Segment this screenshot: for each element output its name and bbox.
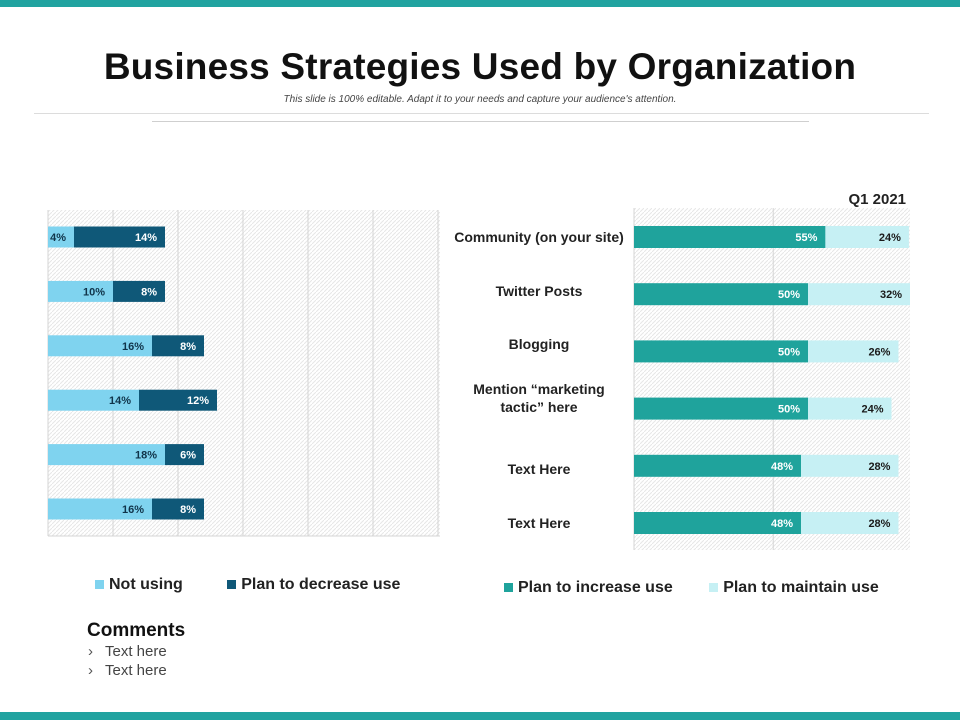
- bar-plan-increase: [634, 397, 808, 420]
- legend-swatch: [227, 580, 237, 590]
- bar-value-label: 14%: [135, 232, 157, 244]
- legend-item-plan-maintain: Plan to maintain use: [709, 579, 879, 596]
- bar-plan-increase: [634, 226, 826, 248]
- bar-value-label: 28%: [868, 461, 890, 473]
- bar-value-label: 26%: [868, 346, 890, 358]
- left-legend: Not using Plan to decrease use: [95, 576, 400, 594]
- period-label: Q1 2021: [848, 191, 906, 208]
- bar-value-label: 28%: [868, 518, 890, 530]
- comment-item: › Text here: [88, 662, 167, 679]
- category-label: Text Here: [508, 461, 571, 477]
- bar-plan-maintain: [808, 340, 899, 363]
- bar-value-label: 55%: [795, 232, 817, 244]
- bar-value-label: 16%: [122, 504, 144, 516]
- title-divider: [34, 113, 929, 114]
- legend-label: Plan to increase use: [518, 579, 673, 596]
- bar-plan-decrease: [139, 389, 217, 411]
- bar-value-label: 50%: [778, 289, 800, 301]
- legend-label: Not using: [109, 576, 183, 593]
- bar-value-label: 8%: [180, 341, 196, 353]
- subtitle-divider: [152, 121, 809, 122]
- bar-plan-maintain: [808, 283, 910, 306]
- comments-title: Comments: [87, 620, 186, 641]
- bar-value-label: 12%: [187, 395, 209, 407]
- chevron-right-icon: ›: [88, 662, 93, 679]
- bar-value-label: 32%: [880, 289, 902, 301]
- bar-plan-decrease: [165, 444, 204, 466]
- legend-label: Plan to maintain use: [723, 579, 879, 596]
- left-chart: 4% 14% 10% 8% 16% 8% 14% 12% 18% 6% 16% 8%: [47, 210, 440, 537]
- bar-value-label: 10%: [83, 286, 105, 298]
- bar-plan-maintain: [801, 454, 899, 477]
- bar-value-label: 16%: [122, 341, 144, 353]
- top-accent-bar: [0, 0, 960, 7]
- bar-plan-maintain: [801, 512, 899, 534]
- category-label: Twitter Posts: [496, 283, 583, 299]
- bar-plan-decrease: [152, 498, 204, 520]
- comment-item: › Text here: [88, 643, 167, 660]
- category-labels: Community (on your site) Twitter Posts Blo…: [454, 229, 624, 531]
- legend-item-plan-increase: Plan to increase use: [504, 579, 677, 596]
- comment-text: Text here: [105, 643, 167, 660]
- bar-plan-maintain: [825, 226, 909, 248]
- bar-value-label: 50%: [778, 404, 800, 416]
- bar-plan-decrease: [113, 280, 165, 302]
- bar-value-label: 48%: [771, 461, 793, 473]
- bar-not-using: [48, 389, 139, 411]
- legend-swatch: [95, 580, 104, 590]
- chevron-right-icon: ›: [88, 643, 93, 660]
- bar-value-label: 48%: [771, 518, 793, 530]
- legend-swatch: [709, 583, 719, 593]
- bar-plan-increase: [634, 512, 802, 534]
- category-label: Blogging: [509, 336, 570, 352]
- left-plot-area: [48, 210, 440, 536]
- bar-value-label: 8%: [141, 286, 157, 298]
- bar-value-label: 24%: [879, 232, 901, 244]
- bottom-accent-bar: [0, 712, 960, 720]
- right-legend: Plan to increase use Plan to maintain us…: [504, 579, 879, 597]
- bar-plan-decrease: [152, 335, 204, 357]
- bar-plan-increase: [634, 340, 808, 363]
- legend-item-plan-decrease: Plan to decrease use: [227, 576, 400, 593]
- bar-value-label: 18%: [135, 450, 157, 462]
- bar-value-label: 8%: [180, 504, 196, 516]
- bar-value-label: 14%: [109, 395, 131, 407]
- right-chart: Q1 2021 55% 24% 50% 32% 50% 26% 50% 24% 48% 28% 48%…: [633, 191, 910, 550]
- category-label: Mention “marketing: [473, 381, 604, 397]
- bar-plan-increase: [634, 283, 808, 306]
- right-plot-area: [634, 208, 910, 550]
- bar-plan-increase: [634, 454, 802, 477]
- bar-value-label: 4%: [50, 232, 66, 244]
- legend-label: Plan to decrease use: [241, 576, 401, 593]
- legend-item-not-using: Not using: [95, 576, 187, 593]
- bar-not-using: [48, 444, 165, 466]
- bar-plan-maintain: [808, 397, 892, 420]
- bar-not-using: [48, 226, 74, 248]
- bar-plan-decrease: [74, 226, 165, 248]
- slide-subtitle: This slide is 100% editable. Adapt it to…: [283, 94, 677, 105]
- bar-value-label: 24%: [861, 404, 883, 416]
- slide-title: Business Strategies Used by Organization: [103, 46, 857, 87]
- category-label: tactic” here: [500, 399, 577, 415]
- category-label: Community (on your site): [454, 229, 624, 245]
- category-label: Text Here: [508, 515, 571, 531]
- comment-text: Text here: [105, 662, 167, 679]
- bar-value-label: 6%: [180, 450, 196, 462]
- bar-not-using: [48, 280, 113, 302]
- bar-not-using: [48, 498, 152, 520]
- bar-value-label: 50%: [778, 346, 800, 358]
- legend-swatch: [504, 583, 513, 593]
- bar-not-using: [48, 335, 152, 357]
